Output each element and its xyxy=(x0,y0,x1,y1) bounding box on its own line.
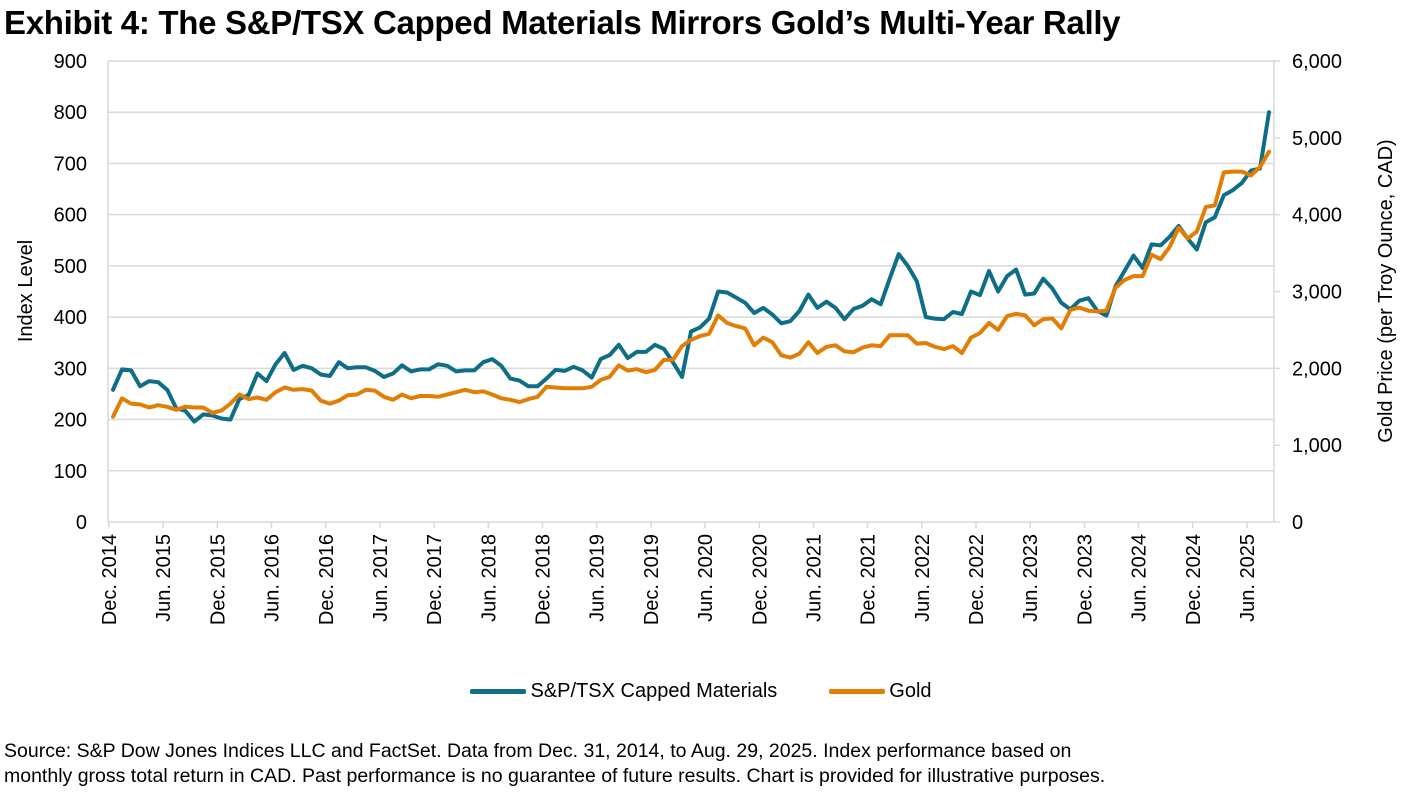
left-axis-ticks: 0 100 200 300 400 500 600 700 800 900 xyxy=(54,51,87,534)
x-tick-label: Dec. 2019 xyxy=(641,534,663,625)
left-axis-label: Index Level xyxy=(15,240,37,342)
right-axis-label: Gold Price (per Troy Ounce, CAD) xyxy=(1375,139,1397,442)
x-tick-label: Jun. 2015 xyxy=(153,534,175,622)
line-chart: 0 100 200 300 400 500 600 700 800 900 0 1,000 2,000… xyxy=(15,51,1397,625)
series-lines xyxy=(111,110,1271,424)
x-tick-label: Dec. 2020 xyxy=(749,534,771,625)
x-tick-label: Jun. 2021 xyxy=(803,534,825,622)
y-tick-label: 700 xyxy=(54,153,87,175)
x-tick-label: Jun. 2019 xyxy=(587,534,609,622)
x-tick-label: Dec. 2023 xyxy=(1074,534,1096,625)
legend-label-materials: S&P/TSX Capped Materials xyxy=(530,680,778,702)
footnote-line-1: Source: S&P Dow Jones Indices LLC and Fa… xyxy=(4,740,1072,762)
x-tick-label: Dec. 2017 xyxy=(424,534,446,625)
y2-tick-label: 4,000 xyxy=(1292,205,1342,227)
y2-tick-label: 5,000 xyxy=(1292,128,1342,150)
x-tick-label: Jun. 2016 xyxy=(262,534,284,622)
y-tick-label: 400 xyxy=(54,307,87,329)
x-tick-label: Jun. 2025 xyxy=(1237,534,1259,622)
y-tick-label: 100 xyxy=(54,461,87,483)
x-tick-label: Dec. 2014 xyxy=(99,534,121,625)
x-tick-label: Dec. 2016 xyxy=(316,534,338,625)
y-tick-label: 0 xyxy=(76,512,87,534)
x-tick-label: Jun. 2022 xyxy=(912,534,934,622)
y2-tick-label: 6,000 xyxy=(1292,51,1342,73)
y2-tick-label: 3,000 xyxy=(1292,282,1342,304)
x-tick-label: Dec. 2015 xyxy=(207,534,229,625)
x-tick-label: Jun. 2017 xyxy=(370,534,392,622)
legend-label-gold: Gold xyxy=(889,680,932,702)
x-tick-label: Jun. 2023 xyxy=(1020,534,1042,622)
legend-item-gold: Gold xyxy=(829,680,932,703)
legend: S&P/TSX Capped Materials Gold xyxy=(0,680,1402,703)
x-tick-label: Jun. 2024 xyxy=(1129,534,1151,622)
x-tick-label: Dec. 2021 xyxy=(858,534,880,625)
x-tick-label: Dec. 2018 xyxy=(533,534,555,625)
y-tick-label: 300 xyxy=(54,358,87,380)
series-line-gold xyxy=(111,149,1271,419)
x-tick-label: Dec. 2024 xyxy=(1183,534,1205,625)
right-axis-ticks: 0 1,000 2,000 3,000 4,000 5,000 6,000 xyxy=(1274,51,1342,534)
x-axis-ticks: Dec. 2014 Jun. 2015 Dec. 2015 Jun. 2016 Dec.… xyxy=(99,522,1259,625)
legend-swatch-gold xyxy=(829,689,886,694)
x-tick-label: Dec. 2022 xyxy=(966,534,988,625)
legend-item-materials: S&P/TSX Capped Materials xyxy=(470,680,777,703)
y-tick-label: 900 xyxy=(54,51,87,73)
gridlines xyxy=(107,60,1275,523)
footnote-line-2: monthly gross total return in CAD. Past … xyxy=(4,765,1106,787)
y-tick-label: 600 xyxy=(54,205,87,227)
y-tick-label: 800 xyxy=(54,102,87,124)
x-tick-label: Jun. 2020 xyxy=(695,534,717,622)
x-tick-label: Jun. 2018 xyxy=(478,534,500,622)
series-line-materials xyxy=(111,110,1271,424)
chart-title: Exhibit 4: The S&P/TSX Capped Materials … xyxy=(4,4,1121,41)
y-tick-label: 200 xyxy=(54,410,87,432)
y-tick-label: 500 xyxy=(54,256,87,278)
y2-tick-label: 2,000 xyxy=(1292,358,1342,380)
y2-tick-label: 1,000 xyxy=(1292,435,1342,457)
legend-swatch-materials xyxy=(470,689,527,694)
y2-tick-label: 0 xyxy=(1292,512,1303,534)
source-footnote: Source: S&P Dow Jones Indices LLC and Fa… xyxy=(4,739,1105,789)
